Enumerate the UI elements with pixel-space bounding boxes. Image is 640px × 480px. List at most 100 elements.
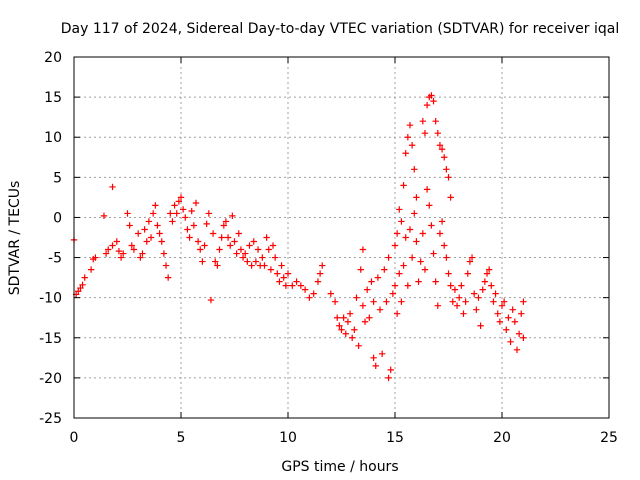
data-point [359,246,367,253]
data-point [263,234,270,241]
data-point [453,302,461,309]
data-point [141,226,148,233]
data-point [408,142,416,149]
data-point [447,194,454,201]
data-point [411,166,418,173]
data-point [280,274,287,281]
data-point [460,310,467,317]
data-point [438,218,446,225]
data-point [492,290,499,297]
data-point [426,202,433,209]
data-point [156,230,163,237]
data-point [184,226,191,233]
data-point [445,270,452,277]
data-point [398,298,405,305]
data-point [503,326,510,333]
data-point [77,284,84,292]
data-point [173,210,180,217]
data-point [361,318,369,325]
data-point [423,101,431,109]
x-tick-label: 20 [493,430,511,446]
data-point [207,296,215,304]
data-point [432,117,439,125]
y-tick-label: 5 [53,170,62,186]
data-point [145,218,153,225]
data-point [220,222,227,229]
data-point [231,238,238,245]
data-point [411,210,418,217]
data-point [334,314,341,321]
data-point [194,238,202,245]
data-point [152,202,159,209]
data-point [443,254,450,261]
data-point [75,288,82,295]
data-point [344,318,352,325]
data-point [265,246,272,253]
data-point [218,234,225,241]
x-tick-label: 25 [600,430,618,446]
data-point [278,262,285,269]
y-tick-label: 20 [44,50,62,66]
data-point [81,274,88,281]
data-point [261,262,268,269]
data-point [359,302,367,309]
data-point [396,270,403,277]
data-point [346,310,354,317]
data-point [475,294,482,301]
data-point [389,290,397,297]
data-point [513,346,521,354]
data-point [470,290,478,297]
data-point [284,270,292,277]
data-point [147,234,155,241]
data-point [274,270,281,277]
x-tick-label: 10 [279,430,297,446]
data-point [267,266,275,273]
data-point [109,242,116,249]
data-point [428,92,435,99]
data-point [79,281,86,289]
data-point [509,306,516,313]
data-point [406,121,414,129]
data-point [413,238,420,245]
data-point [162,262,170,269]
data-point [167,210,174,217]
data-point [282,282,290,289]
data-point [216,246,223,253]
y-tick-label: -20 [39,371,62,387]
data-point [483,270,491,277]
data-point [391,242,399,249]
data-point [351,326,358,333]
data-point [363,286,371,293]
data-point [120,250,127,257]
data-point [331,298,339,305]
x-tick-label: 5 [177,430,186,446]
data-point [445,174,452,181]
data-point [498,302,506,309]
data-point [432,278,439,285]
data-point [385,374,392,382]
data-point [376,306,384,313]
data-point [177,194,185,201]
data-point [100,212,108,220]
data-point [229,212,236,220]
data-point [135,230,142,237]
data-point [368,278,375,285]
data-point [353,294,360,301]
data-point [423,186,431,193]
data-point [342,330,349,337]
data-point [269,242,277,249]
data-point [419,230,427,237]
data-point [393,230,401,237]
data-point [473,306,480,313]
data-point [158,238,165,245]
data-point [355,342,362,349]
data-point [458,282,465,289]
data-point [511,318,519,325]
data-point [92,254,99,261]
data-point [488,282,495,289]
data-point [421,266,429,273]
data-point [500,298,508,305]
data-point [124,210,131,217]
data-point [310,290,317,297]
